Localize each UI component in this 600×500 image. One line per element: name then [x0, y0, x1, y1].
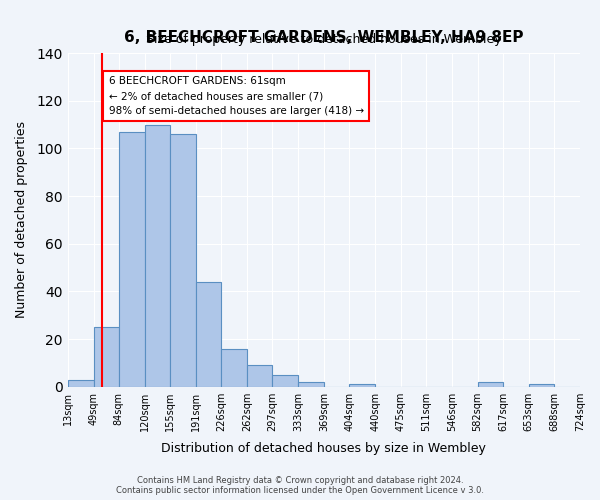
- Bar: [529, 384, 554, 386]
- Bar: [119, 132, 145, 386]
- Text: Contains HM Land Registry data © Crown copyright and database right 2024.
Contai: Contains HM Land Registry data © Crown c…: [116, 476, 484, 495]
- Bar: [170, 134, 196, 386]
- Bar: [478, 382, 503, 386]
- Bar: [94, 327, 119, 386]
- Bar: [247, 365, 272, 386]
- Text: 6 BEECHCROFT GARDENS: 61sqm
← 2% of detached houses are smaller (7)
98% of semi-: 6 BEECHCROFT GARDENS: 61sqm ← 2% of deta…: [109, 76, 364, 116]
- Bar: [68, 380, 94, 386]
- Bar: [298, 382, 324, 386]
- X-axis label: Distribution of detached houses by size in Wembley: Distribution of detached houses by size …: [161, 442, 486, 455]
- Bar: [349, 384, 376, 386]
- Title: 6, BEECHCROFT GARDENS, WEMBLEY, HA9 8EP: 6, BEECHCROFT GARDENS, WEMBLEY, HA9 8EP: [124, 30, 524, 45]
- Bar: [145, 124, 170, 386]
- Bar: [272, 374, 298, 386]
- Bar: [221, 348, 247, 387]
- Y-axis label: Number of detached properties: Number of detached properties: [15, 122, 28, 318]
- Bar: [196, 282, 221, 387]
- Text: Size of property relative to detached houses in Wembley: Size of property relative to detached ho…: [146, 34, 502, 46]
